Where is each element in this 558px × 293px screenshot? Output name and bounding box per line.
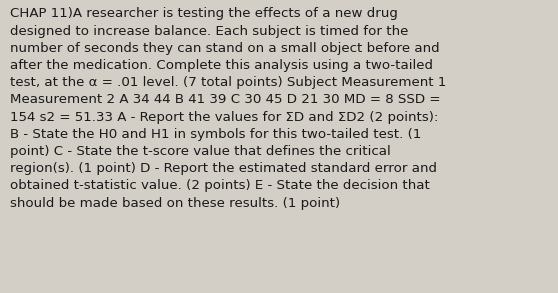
Text: CHAP 11)A researcher is testing the effects of a new drug
designed to increase b: CHAP 11)A researcher is testing the effe… xyxy=(10,7,446,209)
